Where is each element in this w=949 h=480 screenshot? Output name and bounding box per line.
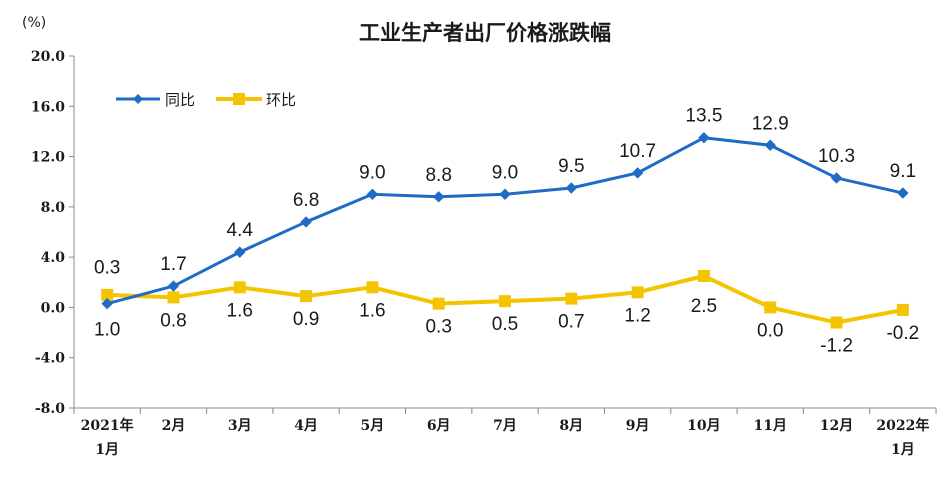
legend-marker-mom <box>233 93 245 105</box>
data-point-mom <box>830 316 843 329</box>
data-label-mom: 1.2 <box>624 305 650 326</box>
data-label-mom: 1.6 <box>227 300 253 321</box>
series-layer <box>101 132 909 329</box>
x-tick-label: 4月 <box>294 418 318 434</box>
data-point-mom <box>565 292 578 305</box>
x-tick-label: 5月 <box>361 418 385 434</box>
data-label-mom: 1.0 <box>94 320 120 341</box>
data-point-mom <box>101 288 114 301</box>
data-label-mom: -1.2 <box>820 336 853 357</box>
data-point-mom <box>167 291 180 304</box>
y-axis-unit: (%) <box>22 15 46 31</box>
y-tick-label: 4.0 <box>41 250 66 266</box>
x-tick-label: 7月 <box>493 418 517 434</box>
data-point-yoy <box>631 167 644 179</box>
x-tick-label: 2021年 <box>81 417 134 434</box>
y-tick-label: -4.0 <box>35 351 65 367</box>
data-point-yoy <box>167 280 180 292</box>
data-label-mom: 0.3 <box>425 317 451 338</box>
data-label-yoy: 9.0 <box>492 162 518 183</box>
legend-label-mom: 环比 <box>266 91 296 109</box>
x-tick-label: 11月 <box>753 418 786 434</box>
data-point-yoy <box>698 132 710 144</box>
x-tick-label: 10月 <box>687 418 720 434</box>
data-label-yoy: 9.0 <box>359 162 385 183</box>
x-tick-label: 8月 <box>559 418 583 434</box>
y-tick-label: 16.0 <box>31 99 65 115</box>
data-point-yoy <box>101 297 113 310</box>
data-point-mom <box>300 290 313 303</box>
data-label-mom: 0.5 <box>492 314 518 335</box>
data-point-mom <box>366 281 379 294</box>
data-label-mom: 0.0 <box>757 320 783 341</box>
x-tick-label: 12月 <box>820 418 853 434</box>
chart-title: 工业生产者出厂价格涨跌幅 <box>359 21 611 45</box>
data-point-yoy <box>366 188 379 200</box>
legend: 同比 环比 <box>116 91 296 109</box>
data-label-yoy: 8.8 <box>425 165 451 186</box>
x-tick-label: 2月 <box>162 418 186 434</box>
legend-marker-yoy <box>133 94 143 104</box>
data-label-mom: 1.6 <box>359 300 385 321</box>
y-tick-label: 0.0 <box>41 300 66 316</box>
data-label-yoy: 9.5 <box>558 156 584 177</box>
data-label-yoy: 0.3 <box>94 258 120 279</box>
data-point-yoy <box>897 187 909 199</box>
axes: 20.0 16.0 12.0 8.0 4.0 0.0 -4.0 -8.0 2021年 1月 2月 3月… <box>31 49 937 458</box>
data-label-yoy: 12.9 <box>752 113 789 134</box>
data-point-yoy <box>830 172 843 184</box>
x-tick-label: 3月 <box>228 418 252 434</box>
data-label-mom: 0.9 <box>293 309 319 330</box>
x-tick-label: 9月 <box>626 418 650 434</box>
data-labels: 0.3 1.7 4.4 6.8 9.0 8.8 9.0 9.5 10.7 13.5 12.9 10.3… <box>94 106 919 357</box>
y-tick-label: -8.0 <box>35 401 65 417</box>
data-point-yoy <box>234 246 246 258</box>
data-label-yoy: 4.4 <box>227 220 254 241</box>
data-label-mom: 0.7 <box>558 312 584 333</box>
data-label-yoy: 10.3 <box>818 146 855 167</box>
x-tick-label: 1月 <box>95 442 119 458</box>
data-point-yoy <box>499 188 511 200</box>
y-tick-label: 8.0 <box>41 200 66 216</box>
data-point-mom <box>631 286 644 299</box>
data-point-mom <box>499 295 511 308</box>
data-label-mom: 2.5 <box>691 296 717 317</box>
x-tick-label: 2022年 <box>876 417 929 434</box>
x-tick-label: 6月 <box>427 418 451 434</box>
data-point-yoy <box>432 191 445 203</box>
data-point-mom <box>896 303 909 316</box>
data-label-yoy: 1.7 <box>160 254 186 275</box>
data-point-yoy <box>565 182 578 194</box>
data-label-yoy: 9.1 <box>890 161 916 182</box>
y-tick-label: 12.0 <box>31 150 65 166</box>
data-label-yoy: 6.8 <box>293 190 319 211</box>
x-tick-label: 1月 <box>891 442 915 458</box>
data-point-yoy <box>300 216 312 228</box>
data-point-mom <box>697 270 710 282</box>
data-point-yoy <box>764 139 776 151</box>
data-point-mom <box>764 301 777 314</box>
data-label-yoy: 10.7 <box>619 141 656 162</box>
data-point-mom <box>233 281 246 294</box>
legend-label-yoy: 同比 <box>165 91 195 109</box>
y-tick-label: 20.0 <box>31 49 65 65</box>
data-label-mom: 0.8 <box>160 310 186 331</box>
data-point-mom <box>432 297 445 310</box>
data-label-yoy: 13.5 <box>685 106 722 127</box>
data-label-mom: -0.2 <box>886 323 919 344</box>
